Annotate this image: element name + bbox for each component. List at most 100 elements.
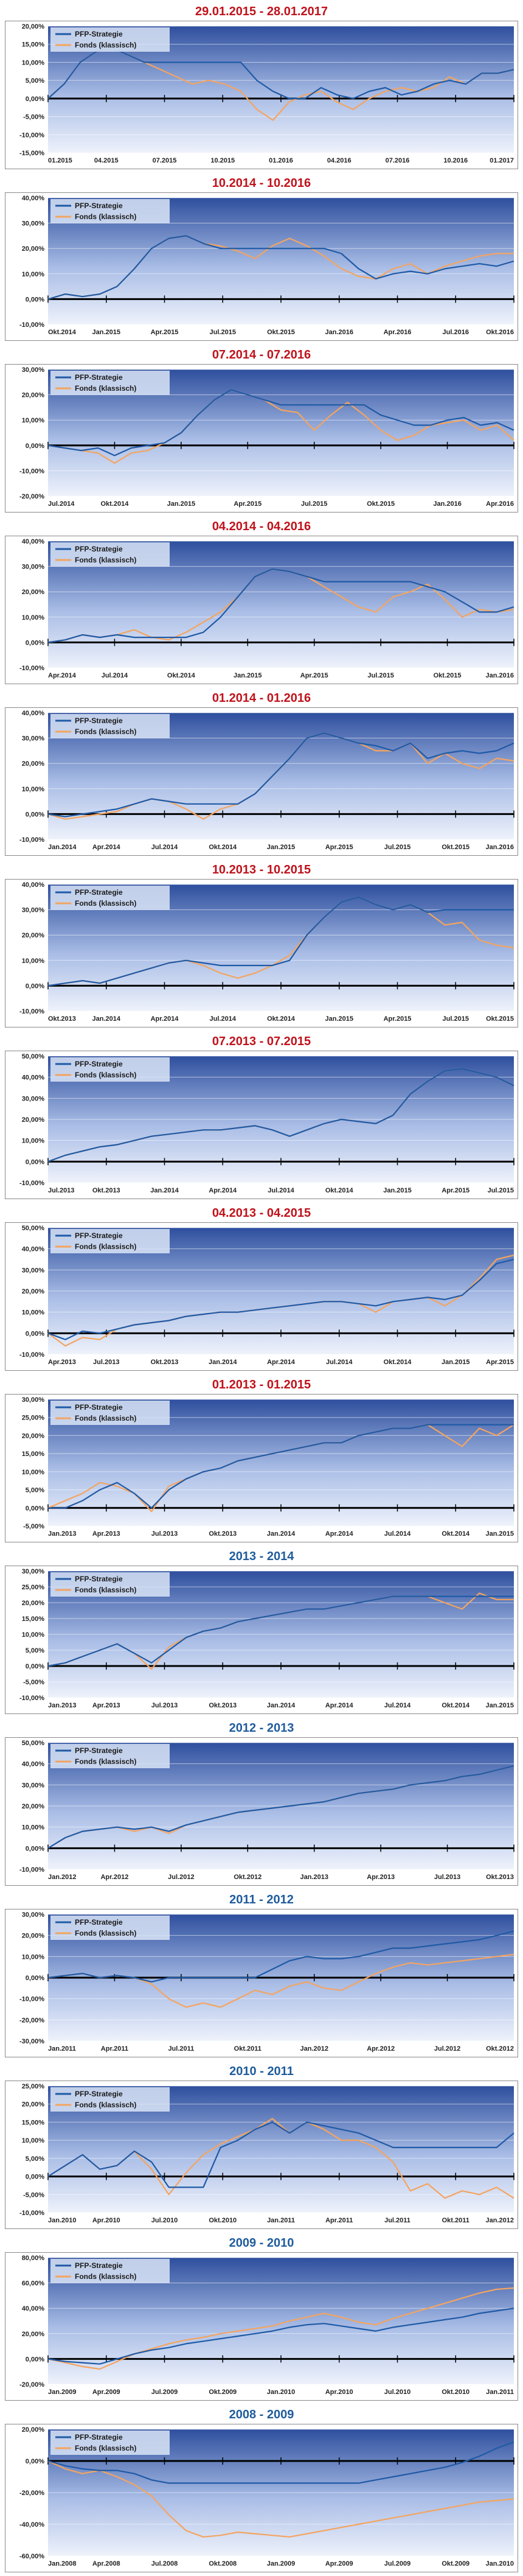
y-tick-label: 40,00% xyxy=(22,195,45,202)
chart-title: 29.01.2015 - 28.01.2017 xyxy=(195,5,328,18)
line-chart: -10,00% 0,00% 10,00% 20,00% 30,00% 40,00% 50,0… xyxy=(19,1225,514,1366)
legend-label: Fonds (klassisch) xyxy=(75,899,136,908)
legend: PFP-Strategie Fonds (klassisch) xyxy=(50,199,170,223)
chart-title: 01.2014 - 01.2016 xyxy=(212,691,311,705)
y-tick-label: 25,00% xyxy=(22,2083,45,2090)
x-tick-label: Apr.2013 xyxy=(367,1874,395,1881)
x-tick-label: Apr.2009 xyxy=(92,2389,120,2396)
line-chart: -15,00% -10,00% -5,00% 0,00% 5,00% 10,00% 15,0… xyxy=(19,23,514,164)
chart-panel: 29.01.2015 - 28.01.2017 -15,00% -10,00% -5,… xyxy=(5,4,518,169)
y-tick-label: 40,00% xyxy=(22,710,45,717)
legend-label: Fonds (klassisch) xyxy=(75,1757,136,1766)
y-tick-label: 20,00% xyxy=(22,1432,45,1440)
x-tick-label: Jul.2013 xyxy=(151,1702,178,1709)
chart-frame: -10,00% 0,00% 10,00% 20,00% 30,00% 40,00% 50,0… xyxy=(5,1222,518,1371)
legend-label: Fonds (klassisch) xyxy=(75,1586,136,1594)
legend: PFP-Strategie Fonds (klassisch) xyxy=(50,2431,170,2455)
x-tick-label: Okt.2009 xyxy=(442,2560,469,2567)
x-tick-label: Okt.2013 xyxy=(48,1015,76,1023)
x-tick-label: Jan.2014 xyxy=(209,1359,237,1366)
x-tick-label: Okt.2014 xyxy=(267,1015,296,1023)
x-tick-label: Apr.2008 xyxy=(92,2560,120,2567)
line-chart: -10,00% 0,00% 10,00% 20,00% 30,00% 40,00% 50,0… xyxy=(19,1053,514,1194)
y-tick-label: 10,00% xyxy=(22,1824,45,1832)
legend-background xyxy=(50,1572,170,1597)
x-tick-label: Apr.2016 xyxy=(384,329,412,336)
y-tick-label: -10,00% xyxy=(19,1996,44,2003)
x-tick-label: Jul.2015 xyxy=(384,844,410,851)
x-tick-label: Jan.2015 xyxy=(234,672,262,679)
chart-title: 01.2013 - 01.2015 xyxy=(212,1378,311,1391)
legend-background xyxy=(50,2259,170,2283)
y-tick-label: 5,00% xyxy=(26,2155,44,2163)
x-tick-label: Okt.2014 xyxy=(209,844,237,851)
x-tick-label: Jan.2014 xyxy=(48,844,77,851)
y-tick-label: 40,00% xyxy=(22,2305,45,2312)
y-tick-label: 0,00% xyxy=(26,1158,44,1166)
x-tick-label: 01.2016 xyxy=(269,157,293,164)
x-tick-label: Okt.2016 xyxy=(486,329,514,336)
x-tick-label: Apr.2014 xyxy=(209,1187,237,1194)
x-tick-label: Okt.2015 xyxy=(367,500,395,508)
chart-panel: 2011 - 2012 -30,00% -20,00% -10,00% 0,00% 10,… xyxy=(5,1892,518,2057)
y-tick-label: -5,00% xyxy=(23,1679,44,1686)
x-tick-label: Jul.2014 xyxy=(326,1359,353,1366)
x-tick-label: Apr.2015 xyxy=(384,1015,412,1023)
x-tick-label: Apr.2015 xyxy=(325,844,353,851)
chart-panel: 2009 - 2010 -20,00% 0,00% 20,00% 40,00% 60,00… xyxy=(5,2235,518,2401)
line-chart: -20,00% 0,00% 20,00% 40,00% 60,00% 80,00% Jan.… xyxy=(19,2255,514,2396)
series-line-fonds-klassisch xyxy=(47,2460,514,2538)
legend-background xyxy=(50,1057,170,1082)
y-tick-label: 10,00% xyxy=(22,1309,45,1317)
line-chart: -10,00% -5,00% 0,00% 5,00% 10,00% 15,00% 20,00… xyxy=(19,1568,514,1709)
y-tick-label: 0,00% xyxy=(26,811,44,818)
legend-background xyxy=(50,27,170,52)
x-tick-label: Apr.2011 xyxy=(101,2045,128,2053)
x-tick-label: Apr.2013 xyxy=(92,1530,120,1538)
line-chart: -10,00% 0,00% 10,00% 20,00% 30,00% 40,00% Jan.… xyxy=(19,710,514,851)
x-tick-label: Okt.2013 xyxy=(209,1530,237,1538)
y-tick-label: 10,00% xyxy=(22,786,45,793)
x-tick-label: Jul.2015 xyxy=(488,1187,514,1194)
series-line-fonds-klassisch xyxy=(47,2287,514,2370)
y-tick-label: 0,00% xyxy=(26,1975,44,1982)
x-tick-label: Apr.2012 xyxy=(367,2045,395,2053)
legend-label: PFP-Strategie xyxy=(75,30,123,38)
x-tick-label: Jan.2011 xyxy=(267,2217,295,2224)
y-tick-label: -10,00% xyxy=(19,1351,44,1359)
x-tick-label: Apr.2012 xyxy=(100,1874,128,1881)
x-tick-label: Apr.2011 xyxy=(325,2217,353,2224)
legend: PFP-Strategie Fonds (klassisch) xyxy=(50,371,170,395)
chart-frame: -10,00% -5,00% 0,00% 5,00% 10,00% 15,00% 20,00… xyxy=(5,1566,518,1714)
series-line-pfp-strategie xyxy=(48,1424,514,1509)
y-tick-label: 50,00% xyxy=(22,1225,45,1232)
legend: PFP-Strategie Fonds (klassisch) xyxy=(50,1916,170,1940)
chart-panel: 2008 - 2009 -60,00% -40,00% -20,00% 0,00% 20,… xyxy=(5,2407,518,2572)
y-tick-label: 0,00% xyxy=(26,1845,44,1852)
chart-panel: 2012 - 2013 -10,00% 0,00% 10,00% 20,00% 30,00… xyxy=(5,1720,518,1886)
x-tick-label: Jan.2015 xyxy=(325,1015,353,1023)
y-tick-label: 20,00% xyxy=(22,392,45,399)
chart-frame: -10,00% 0,00% 10,00% 20,00% 30,00% 40,00% 50,0… xyxy=(5,1051,518,1199)
y-tick-label: -5,00% xyxy=(23,1523,44,1530)
y-tick-label: 25,00% xyxy=(22,1584,45,1591)
x-tick-label: Jul.2010 xyxy=(384,2389,410,2396)
chart-title: 2011 - 2012 xyxy=(229,1893,294,1906)
y-tick-label: -30,00% xyxy=(19,2038,44,2045)
legend-label: PFP-Strategie xyxy=(75,1403,123,1412)
legend-background xyxy=(50,1916,170,1940)
y-tick-label: 30,00% xyxy=(22,907,45,914)
series-line-pfp-strategie xyxy=(47,2308,514,2365)
x-tick-label: Jan.2013 xyxy=(48,1702,76,1709)
y-tick-label: 0,00% xyxy=(26,2174,44,2181)
x-tick-label: Jul.2014 xyxy=(384,1530,411,1538)
x-tick-label: Jan.2015 xyxy=(486,1530,514,1538)
y-tick-label: 10,00% xyxy=(22,417,45,424)
legend-label: Fonds (klassisch) xyxy=(75,1071,136,1079)
x-tick-label: 07.2015 xyxy=(153,157,177,164)
x-tick-label: Apr.2010 xyxy=(325,2389,353,2396)
y-tick-label: -10,00% xyxy=(19,321,44,329)
x-tick-label: 10.2016 xyxy=(443,157,468,164)
x-tick-label: Jul.2014 xyxy=(102,672,128,679)
legend: PFP-Strategie Fonds (klassisch) xyxy=(50,27,170,52)
